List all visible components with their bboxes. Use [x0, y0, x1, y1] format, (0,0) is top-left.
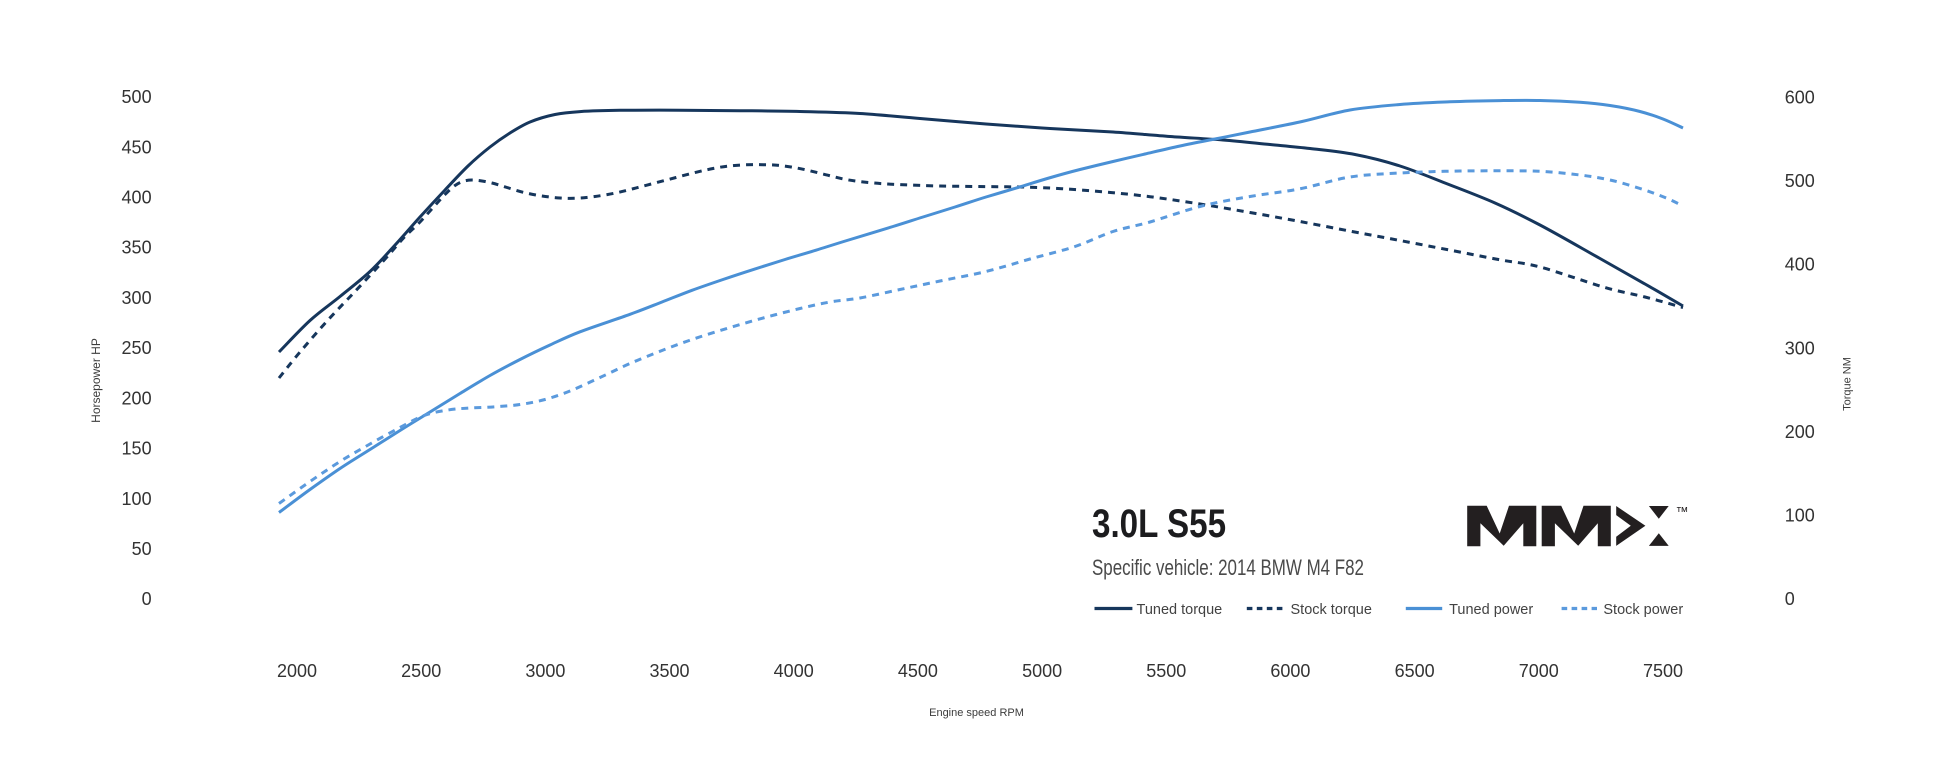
- svg-text:3.0L S55: 3.0L S55: [1092, 501, 1226, 546]
- svg-text:100: 100: [1785, 506, 1815, 526]
- svg-text:50: 50: [132, 539, 152, 559]
- svg-text:5000: 5000: [1022, 661, 1062, 681]
- svg-text:300: 300: [122, 288, 152, 308]
- svg-text:350: 350: [122, 238, 152, 258]
- svg-text:Tuned torque: Tuned torque: [1137, 602, 1223, 618]
- svg-text:200: 200: [122, 388, 152, 408]
- svg-text:Torque NM: Torque NM: [1842, 357, 1854, 411]
- svg-text:Horsepower HP: Horsepower HP: [89, 338, 103, 423]
- svg-text:7000: 7000: [1519, 661, 1559, 681]
- svg-text:500: 500: [1785, 171, 1815, 191]
- svg-text:0: 0: [142, 589, 152, 609]
- svg-text:0: 0: [1785, 589, 1795, 609]
- svg-text:200: 200: [1785, 422, 1815, 442]
- svg-text:250: 250: [122, 338, 152, 358]
- svg-text:400: 400: [1785, 255, 1815, 275]
- svg-text:2000: 2000: [277, 661, 317, 681]
- svg-text:400: 400: [122, 188, 152, 208]
- svg-text:4000: 4000: [774, 661, 814, 681]
- svg-text:6500: 6500: [1395, 661, 1435, 681]
- svg-text:150: 150: [122, 439, 152, 459]
- svg-text:Specific vehicle: 2014 BMW M4: Specific vehicle: 2014 BMW M4 F82: [1092, 556, 1364, 581]
- svg-text:Engine speed RPM: Engine speed RPM: [929, 707, 1024, 719]
- svg-text:Stock power: Stock power: [1603, 602, 1683, 618]
- svg-text:100: 100: [122, 489, 152, 509]
- svg-text:6000: 6000: [1270, 661, 1310, 681]
- svg-text:5500: 5500: [1146, 661, 1186, 681]
- svg-text:600: 600: [1785, 88, 1815, 108]
- svg-text:300: 300: [1785, 338, 1815, 358]
- svg-text:4500: 4500: [898, 661, 938, 681]
- svg-text:Tuned power: Tuned power: [1449, 602, 1533, 618]
- svg-text:™: ™: [1676, 504, 1689, 519]
- svg-text:2500: 2500: [401, 661, 441, 681]
- svg-text:450: 450: [122, 137, 152, 157]
- svg-text:7500: 7500: [1643, 661, 1683, 681]
- svg-text:Stock torque: Stock torque: [1291, 602, 1372, 618]
- svg-text:3500: 3500: [649, 661, 689, 681]
- svg-text:500: 500: [122, 87, 152, 107]
- svg-text:3000: 3000: [525, 661, 565, 681]
